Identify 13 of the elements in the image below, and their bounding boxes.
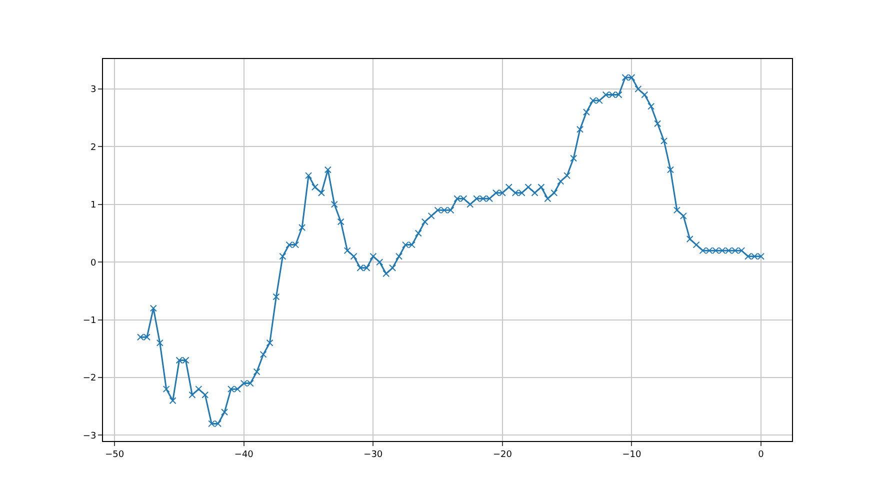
y-tick-label: −1 — [82, 316, 96, 326]
x-tick-label: −20 — [492, 450, 512, 460]
x-tick-label: −40 — [234, 450, 254, 460]
x-tick-label: −50 — [105, 450, 124, 460]
y-tick-label: 2 — [90, 142, 96, 153]
x-tick-label: −10 — [622, 450, 642, 460]
x-tick-label: 0 — [758, 450, 764, 460]
y-tick-label: −3 — [82, 431, 96, 442]
x-tick-label: −30 — [364, 450, 383, 460]
y-tick-label: 0 — [90, 258, 96, 268]
y-tick-label: −2 — [82, 374, 96, 384]
y-tick-label: 1 — [90, 200, 96, 211]
y-tick-label: 3 — [90, 85, 96, 96]
